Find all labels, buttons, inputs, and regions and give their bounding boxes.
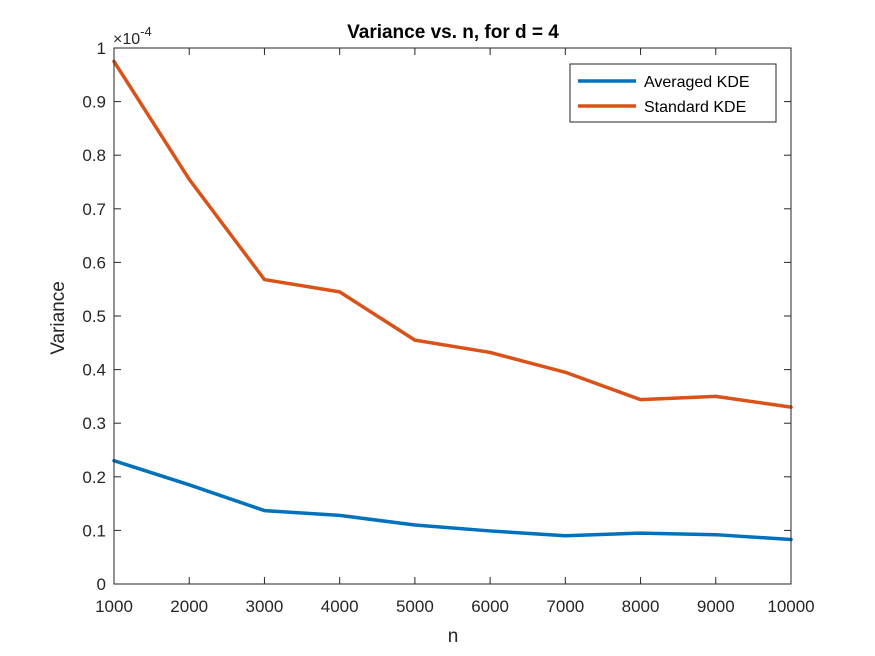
y-tick-label: 0.2 xyxy=(82,468,106,487)
x-axis-label: n xyxy=(448,626,459,647)
y-tick-label: 0.9 xyxy=(82,93,106,112)
y-tick-label: 0.1 xyxy=(82,521,106,540)
y-tick-label: 0.4 xyxy=(82,361,106,380)
x-tick-label: 3000 xyxy=(246,597,284,616)
legend-entry-label: Averaged KDE xyxy=(644,74,750,91)
x-tick-label: 7000 xyxy=(546,597,584,616)
chart-title: Variance vs. n, for d = 4 xyxy=(347,22,559,43)
y-exponent-base: ×10 xyxy=(113,31,140,48)
y-axis-exponent: ×10-4 xyxy=(113,24,152,48)
series-line xyxy=(112,59,793,409)
y-tick-label: 0.3 xyxy=(82,414,106,433)
axes-box xyxy=(113,47,792,585)
x-tick-label: 5000 xyxy=(396,597,434,616)
x-tick-label: 6000 xyxy=(471,597,509,616)
legend-entry-label: Standard KDE xyxy=(644,99,746,116)
y-tick-label: 0.7 xyxy=(82,200,106,219)
y-tick-label: 0 xyxy=(97,575,106,594)
y-tick-label: 0.6 xyxy=(82,253,106,272)
x-tick-label: 9000 xyxy=(697,597,735,616)
y-tick-label: 0.8 xyxy=(82,146,106,165)
svg-text:×10-4: ×10-4 xyxy=(113,24,152,48)
x-tick-label: 2000 xyxy=(170,597,208,616)
y-exponent-power: -4 xyxy=(140,24,152,39)
axes-background xyxy=(114,48,791,584)
plot-area: 1000 2000 3000 4000 5000 6000 7000 8000 9000 1000… xyxy=(82,39,814,616)
y-tick-label: 1 xyxy=(97,39,106,58)
x-tick-label: 4000 xyxy=(321,597,359,616)
y-axis-label: Variance xyxy=(48,281,69,355)
legend: Averaged KDE Standard KDE xyxy=(569,63,777,123)
x-tick-label: 10000 xyxy=(767,597,814,616)
x-tick-label: 8000 xyxy=(622,597,660,616)
series-line xyxy=(112,458,793,542)
x-tick-label: 1000 xyxy=(95,597,133,616)
legend-box xyxy=(569,63,777,123)
y-tick-label: 0.5 xyxy=(82,307,106,326)
